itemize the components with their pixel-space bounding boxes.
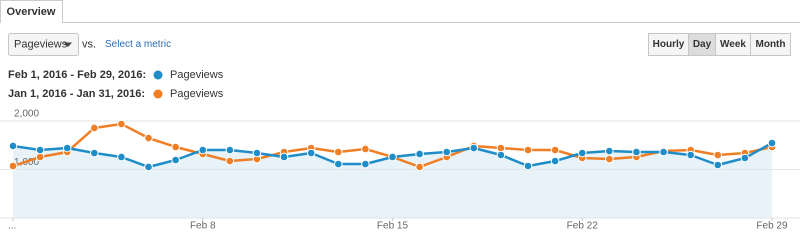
data-point[interactable] (659, 147, 668, 157)
data-point[interactable] (198, 145, 208, 155)
metric-dropdown-label[interactable]: Pageviews (14, 38, 68, 50)
data-point[interactable] (496, 143, 506, 153)
tab-label[interactable]: Overview (7, 6, 56, 18)
x-tick-label: Feb 22 (567, 221, 599, 232)
data-point[interactable] (713, 150, 723, 160)
legend-label: Pageviews (170, 69, 224, 81)
data-point[interactable] (171, 142, 180, 152)
vs-label: vs. (82, 38, 96, 50)
data-point[interactable] (35, 145, 45, 155)
data-point[interactable] (8, 141, 18, 151)
data-point[interactable] (225, 156, 235, 166)
data-point[interactable] (171, 155, 180, 165)
granularity-buttons: Hourly Day Week Month (648, 33, 791, 56)
data-point[interactable] (523, 161, 533, 171)
legend-label: Pageviews (170, 88, 224, 100)
data-point[interactable] (333, 159, 343, 169)
data-point[interactable] (442, 147, 452, 157)
data-point[interactable] (90, 123, 99, 133)
data-point[interactable] (686, 150, 695, 160)
data-point[interactable] (90, 148, 99, 158)
screen: Overview Pageviews vs. Select a metric H… (0, 0, 800, 232)
data-point[interactable] (605, 154, 614, 164)
data-point[interactable] (361, 144, 370, 154)
data-point[interactable] (117, 119, 126, 129)
data-point[interactable] (577, 148, 587, 158)
legend: Feb 1, 2016 - Feb 29, 2016: Pageviews Jan … (8, 69, 224, 100)
legend-swatch (153, 70, 163, 80)
dropdown-arrow (64, 42, 72, 47)
data-point[interactable] (225, 145, 235, 155)
data-point[interactable] (415, 162, 424, 172)
data-point[interactable] (252, 148, 262, 158)
data-point[interactable] (62, 143, 72, 153)
granularity-button-label[interactable]: Month (756, 39, 786, 50)
x-tick-label: Feb 8 (190, 221, 216, 232)
legend-period: Jan 1, 2016 - Jan 31, 2016: (8, 88, 145, 100)
data-point[interactable] (306, 148, 316, 158)
data-point[interactable] (740, 153, 750, 163)
data-point[interactable] (550, 145, 560, 155)
x-tick-label: Feb 29 (756, 221, 788, 232)
data-point[interactable] (361, 159, 370, 169)
data-point[interactable] (632, 147, 641, 157)
data-point[interactable] (415, 149, 424, 159)
data-point[interactable] (496, 150, 506, 160)
x-tick-label: Feb 15 (377, 221, 409, 232)
granularity-button-label[interactable]: Hourly (653, 39, 685, 50)
data-point[interactable] (550, 156, 560, 166)
select-metric-link[interactable]: Select a metric (105, 39, 171, 50)
data-point[interactable] (117, 152, 126, 162)
data-point[interactable] (144, 162, 153, 172)
data-point[interactable] (35, 152, 45, 162)
page: Overview Pageviews vs. Select a metric H… (0, 0, 800, 233)
data-point[interactable] (388, 152, 397, 162)
granularity-button-label[interactable]: Day (693, 39, 712, 50)
data-point[interactable] (767, 138, 777, 148)
data-point[interactable] (523, 145, 533, 155)
granularity-button-label[interactable]: Week (720, 39, 746, 50)
y-tick-label: 2,000 (14, 109, 39, 120)
granularity-button[interactable] (750, 33, 791, 56)
data-point[interactable] (279, 152, 289, 162)
data-point[interactable] (333, 147, 343, 157)
data-point[interactable] (8, 161, 18, 171)
data-point[interactable] (605, 146, 614, 156)
metric-dropdown[interactable] (8, 33, 79, 56)
legend-swatch (153, 89, 163, 99)
data-point[interactable] (469, 143, 479, 153)
data-point[interactable] (144, 133, 153, 143)
legend-period: Feb 1, 2016 - Feb 29, 2016: (8, 69, 146, 81)
x-tick-label: ... (8, 221, 16, 232)
data-point[interactable] (713, 160, 723, 170)
